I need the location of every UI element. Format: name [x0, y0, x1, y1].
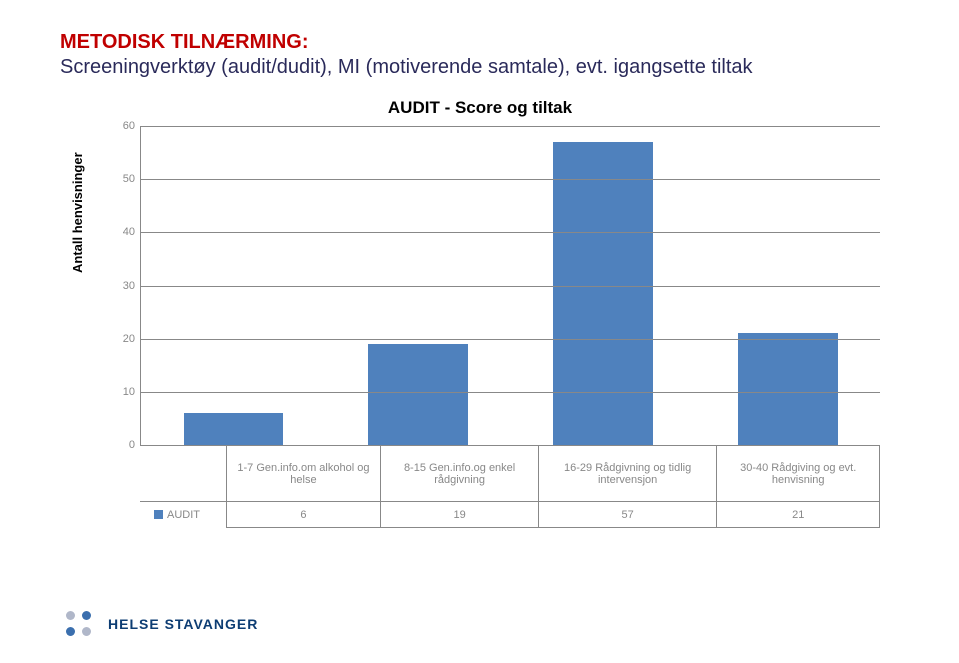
- bar: [368, 344, 468, 445]
- category-cell: 30-40 Rådgiving og evt. henvisning: [717, 446, 880, 502]
- slide-heading: METODISK TILNÆRMING: Screeningverktøy (a…: [60, 30, 899, 80]
- heading-line-2: Screeningverktøy (audit/dudit), MI (moti…: [60, 55, 899, 80]
- gridline: [141, 392, 880, 393]
- y-tick-label: 60: [113, 120, 135, 132]
- gridline: [141, 339, 880, 340]
- heading-line-1: METODISK TILNÆRMING:: [60, 30, 899, 55]
- y-tick-label: 30: [113, 280, 135, 292]
- category-cell: 1-7 Gen.info.om alkohol og helse: [226, 446, 381, 502]
- y-tick-label: 10: [113, 386, 135, 398]
- value-cell: 57: [538, 502, 717, 528]
- x-axis-data-table: 1-7 Gen.info.om alkohol og helse8-15 Gen…: [140, 445, 880, 528]
- y-tick-label: 50: [113, 173, 135, 185]
- category-row-head: [140, 446, 226, 502]
- footer-logo: HELSE STAVANGER: [60, 605, 258, 643]
- bar: [738, 333, 838, 445]
- value-row-head: AUDIT: [140, 502, 226, 528]
- category-row: 1-7 Gen.info.om alkohol og helse8-15 Gen…: [140, 446, 880, 502]
- bar: [184, 413, 284, 445]
- gridline: [141, 126, 880, 127]
- category-cell: 16-29 Rådgivning og tidlig intervensjon: [538, 446, 717, 502]
- bar: [553, 142, 653, 445]
- audit-chart: AUDIT - Score og tiltak Antall henvisnin…: [80, 98, 880, 528]
- gridline: [141, 232, 880, 233]
- value-row: AUDIT 6195721: [140, 502, 880, 528]
- gridline: [141, 286, 880, 287]
- value-cell: 6: [226, 502, 381, 528]
- category-cell: 8-15 Gen.info.og enkel rådgivning: [381, 446, 539, 502]
- value-cell: 21: [717, 502, 880, 528]
- legend-square-icon: [154, 510, 163, 519]
- gridline: [141, 179, 880, 180]
- org-name: HELSE STAVANGER: [108, 616, 258, 632]
- y-tick-label: 20: [113, 333, 135, 345]
- y-tick-label: 0: [113, 439, 135, 451]
- logo-dots-icon: [60, 605, 98, 643]
- slide: METODISK TILNÆRMING: Screeningverktøy (a…: [0, 0, 959, 663]
- y-axis-label: Antall henvisninger: [70, 152, 85, 273]
- series-label: AUDIT: [167, 509, 200, 521]
- y-tick-label: 40: [113, 226, 135, 238]
- chart-title: AUDIT - Score og tiltak: [80, 98, 880, 118]
- plot-area: 0102030405060: [140, 126, 880, 446]
- value-cell: 19: [381, 502, 539, 528]
